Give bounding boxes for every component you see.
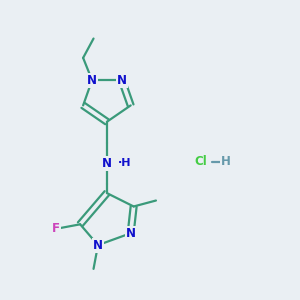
Text: N: N: [126, 227, 136, 240]
Text: N: N: [102, 157, 112, 170]
Text: N: N: [87, 74, 97, 87]
Text: F: F: [52, 222, 60, 235]
Text: Cl: Cl: [194, 155, 207, 168]
Text: ·H: ·H: [118, 158, 132, 168]
Text: N: N: [117, 74, 127, 87]
Text: H: H: [221, 155, 231, 168]
Text: N: N: [93, 238, 103, 252]
